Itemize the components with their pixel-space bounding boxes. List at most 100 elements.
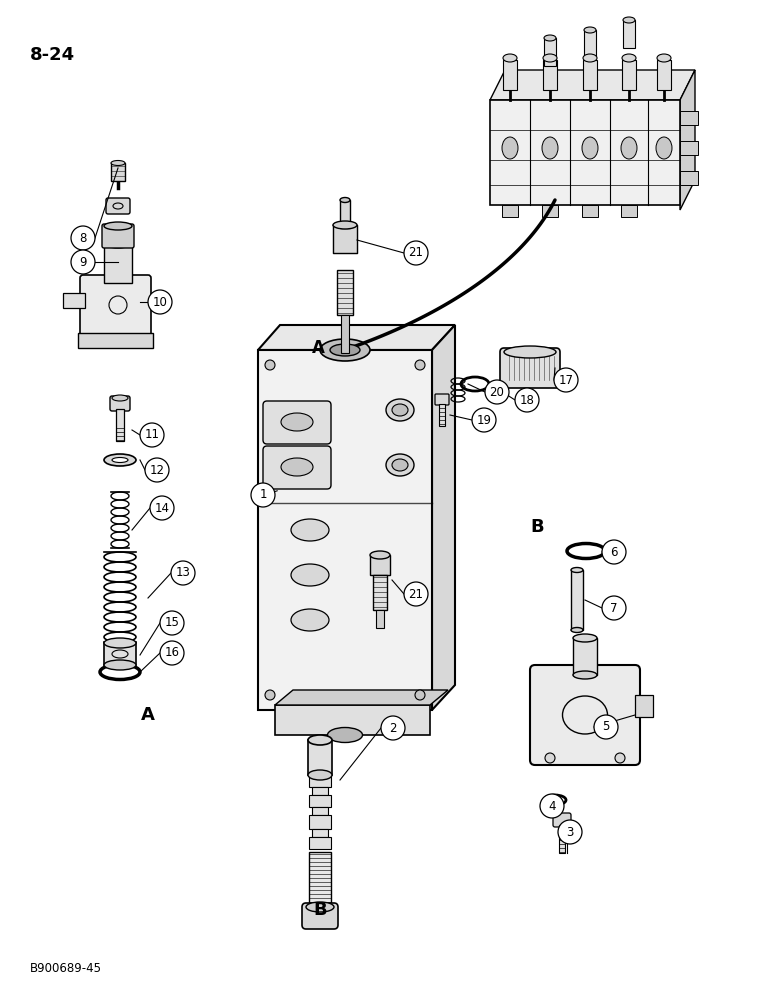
Ellipse shape [308,770,332,780]
Text: 4: 4 [548,800,556,812]
Polygon shape [333,225,357,253]
Bar [312,829,328,837]
Ellipse shape [327,728,363,742]
Bar [78,333,153,348]
Ellipse shape [622,54,636,62]
Circle shape [265,360,275,370]
Ellipse shape [584,27,596,33]
Bar [337,270,353,315]
Circle shape [150,496,174,520]
Text: 7: 7 [610,601,618,614]
Ellipse shape [571,568,583,572]
Ellipse shape [330,344,360,356]
Ellipse shape [503,54,517,62]
Ellipse shape [306,902,334,912]
Ellipse shape [386,399,414,421]
Bar [559,825,565,853]
Circle shape [71,226,95,250]
Ellipse shape [104,638,136,648]
Circle shape [545,753,555,763]
Text: 3: 3 [567,826,574,838]
FancyBboxPatch shape [263,446,331,489]
Text: 18: 18 [520,393,534,406]
Circle shape [171,561,195,585]
Text: 13: 13 [175,566,191,580]
FancyBboxPatch shape [530,665,640,765]
Polygon shape [490,100,680,205]
Bar [542,205,558,217]
Bar [584,30,596,58]
FancyBboxPatch shape [553,813,571,827]
Text: B: B [530,518,543,536]
Bar [680,171,698,185]
Polygon shape [275,690,448,705]
Bar [309,775,331,787]
Ellipse shape [544,35,556,41]
Bar [635,695,653,717]
Ellipse shape [112,458,128,462]
Circle shape [540,794,564,818]
Ellipse shape [281,413,313,431]
Text: 6: 6 [610,546,618,558]
Text: 17: 17 [558,373,574,386]
Ellipse shape [370,551,390,559]
Bar [680,111,698,125]
Ellipse shape [543,54,557,62]
Circle shape [602,540,626,564]
Text: 15: 15 [164,616,179,630]
FancyBboxPatch shape [110,396,130,411]
Circle shape [71,250,95,274]
Ellipse shape [502,137,518,159]
Bar [622,60,636,90]
Bar [583,60,597,90]
Polygon shape [490,70,695,100]
Ellipse shape [624,81,634,89]
Circle shape [615,753,625,763]
Circle shape [145,458,169,482]
Ellipse shape [392,404,408,416]
Circle shape [140,423,164,447]
Bar [503,60,517,90]
Ellipse shape [333,221,357,229]
Bar [376,610,384,628]
Text: A: A [312,339,324,357]
Circle shape [415,360,425,370]
FancyBboxPatch shape [500,348,560,388]
Bar [680,141,698,155]
Text: 1: 1 [259,488,267,502]
Text: 12: 12 [150,464,164,477]
Bar [373,575,387,610]
Bar [116,409,124,441]
Ellipse shape [504,346,556,358]
Text: 8: 8 [80,232,86,244]
Bar [275,705,430,735]
Circle shape [265,690,275,700]
Text: 21: 21 [408,246,424,259]
Circle shape [404,241,428,265]
Polygon shape [258,325,455,350]
Bar [623,20,635,48]
FancyBboxPatch shape [106,198,130,214]
Circle shape [558,820,582,844]
FancyBboxPatch shape [302,903,338,929]
Text: 19: 19 [476,414,492,426]
Bar [308,740,332,775]
Text: 11: 11 [144,428,160,442]
Bar [621,205,637,217]
Bar [312,807,328,815]
Bar [340,200,350,228]
Ellipse shape [545,81,555,89]
Ellipse shape [573,634,597,642]
Polygon shape [432,325,455,710]
Ellipse shape [386,454,414,476]
Ellipse shape [657,54,671,62]
Ellipse shape [623,17,635,23]
Bar [571,570,583,630]
FancyBboxPatch shape [80,275,151,336]
Ellipse shape [340,198,350,202]
Bar [258,350,432,710]
Bar [657,60,671,90]
Bar [309,815,331,829]
Bar [309,795,331,807]
Ellipse shape [111,160,125,165]
